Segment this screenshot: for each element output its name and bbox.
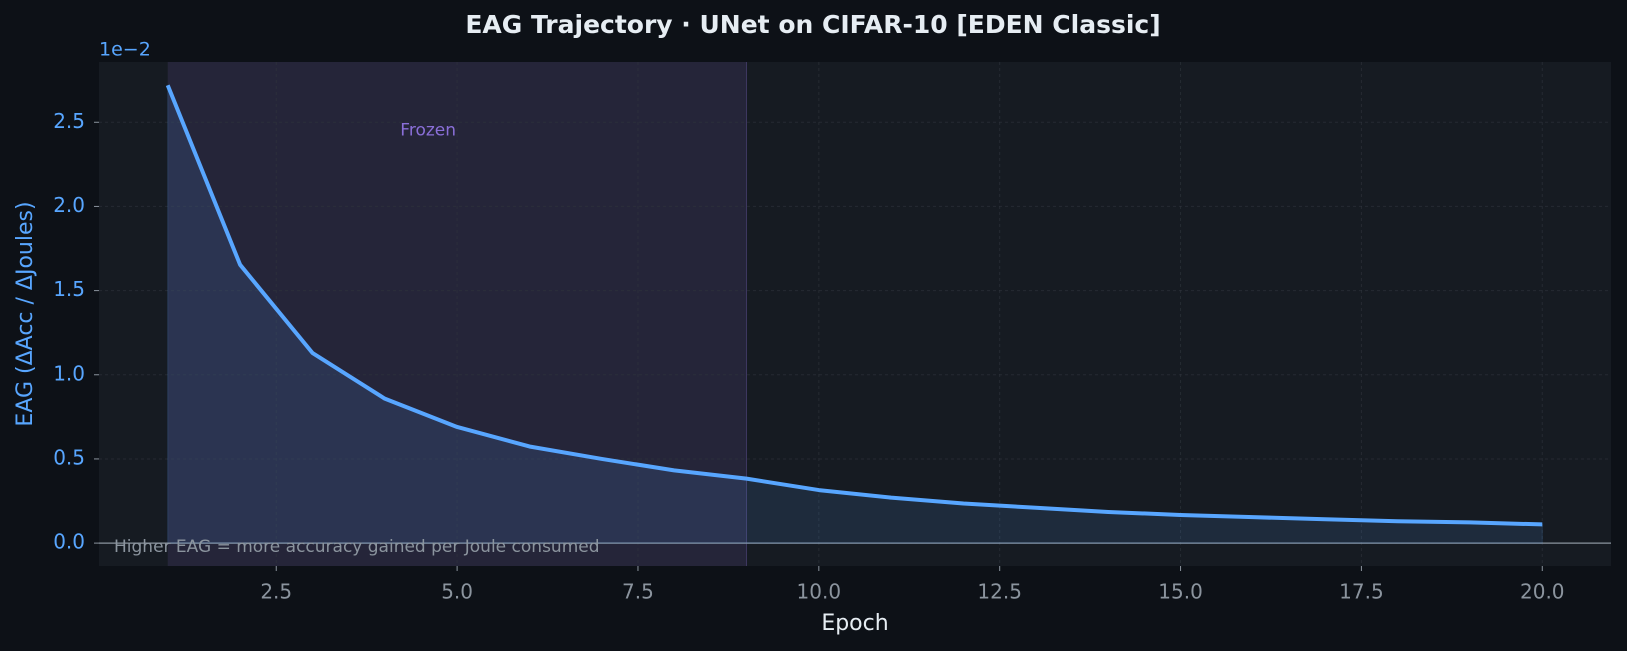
y-axis-label: EAG (ΔAcc / ΔJoules) xyxy=(13,201,38,426)
x-axis-label: Epoch xyxy=(821,611,888,636)
x-tick-label: 20.0 xyxy=(1520,580,1565,604)
x-tick-label: 2.5 xyxy=(260,580,292,604)
chart-title: EAG Trajectory · UNet on CIFAR-10 [EDEN … xyxy=(465,10,1160,39)
x-tick-label: 7.5 xyxy=(622,580,654,604)
y-tick-label: 1.0 xyxy=(53,361,85,385)
y-tick-label: 2.5 xyxy=(53,109,85,133)
region-label: Frozen xyxy=(400,120,456,140)
x-tick-label: 12.5 xyxy=(977,580,1022,604)
x-tick-label: 17.5 xyxy=(1339,580,1384,604)
y-tick-label: 0.0 xyxy=(53,530,85,554)
y-offset-label: 1e−2 xyxy=(99,39,151,61)
x-tick-label: 5.0 xyxy=(441,580,473,604)
x-tick-label: 15.0 xyxy=(1158,580,1203,604)
y-tick-label: 2.0 xyxy=(53,193,85,217)
line xyxy=(165,84,1543,527)
y-tick-label: 1.5 xyxy=(53,277,85,301)
footnote: Higher EAG = more accuracy gained per Jo… xyxy=(114,537,600,557)
plot-area xyxy=(99,62,1611,566)
x-tick-label: 10.0 xyxy=(797,580,842,604)
y-tick-label: 0.5 xyxy=(53,445,85,469)
